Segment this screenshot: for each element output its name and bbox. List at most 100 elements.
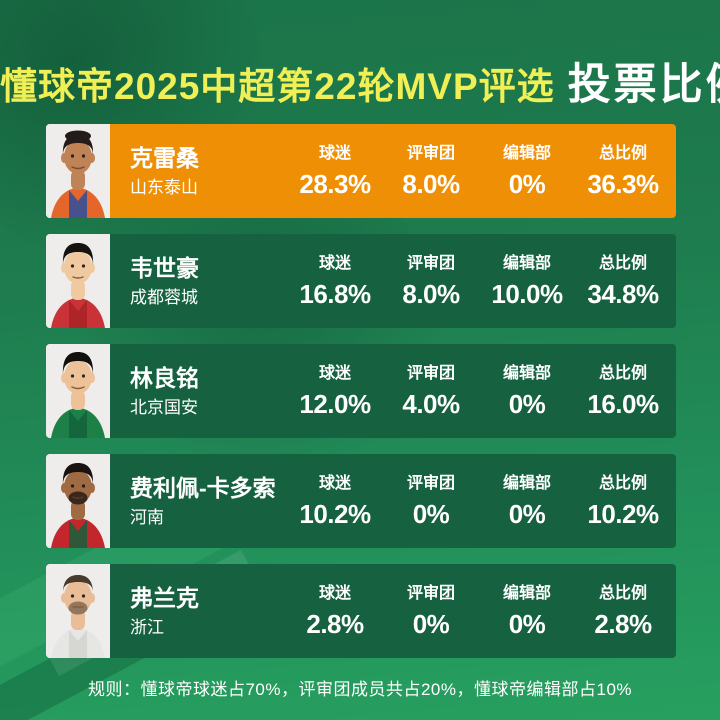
stat-label: 总比例 [598, 144, 647, 162]
stat-label: 评审团 [406, 364, 455, 382]
player-identity: 费利佩-卡多索 河南 [110, 476, 287, 525]
player-photo-graphic [46, 564, 110, 658]
stat-value: 10.2% [587, 498, 659, 529]
title-suffix: 投票比例 [567, 61, 720, 109]
stat-value: 16.8% [299, 278, 371, 309]
stat-value: 2.8% [306, 608, 364, 639]
player-name: 弗兰克 [130, 585, 199, 612]
stat-value: 0% [508, 608, 546, 639]
rules-note: 规则：懂球帝球迷占70%，评审团成员共占20%，懂球帝编辑部占10% [87, 680, 633, 699]
player-stats-panel: 弗兰克 浙江 球迷 2.8% 评审团 0% 编辑部 0% 总比例 2.8% [110, 564, 676, 658]
stat-jury: 评审团 8.0% [383, 144, 479, 199]
stat-value: 8.0% [402, 168, 460, 199]
stat-editors: 编辑部 10.0% [479, 254, 575, 309]
stat-editors: 编辑部 0% [479, 474, 575, 529]
player-photo [46, 564, 110, 658]
player-photo [46, 124, 110, 218]
stat-value: 12.0% [299, 388, 371, 419]
stat-label: 编辑部 [502, 144, 551, 162]
player-team: 浙江 [130, 617, 164, 637]
stat-value: 28.3% [299, 168, 371, 199]
player-identity: 林良铭 北京国安 [110, 366, 287, 415]
stat-fans: 球迷 16.8% [287, 254, 383, 309]
stat-value: 0% [412, 498, 450, 529]
player-name: 费利佩-卡多索 [130, 475, 276, 502]
stat-value: 0% [508, 388, 546, 419]
stat-value: 10.2% [299, 498, 371, 529]
stat-value: 0% [508, 498, 546, 529]
stat-label: 评审团 [406, 474, 455, 492]
player-stats-panel: 林良铭 北京国安 球迷 12.0% 评审团 4.0% 编辑部 0% 总比例 [110, 344, 676, 438]
stat-label: 球迷 [318, 144, 351, 162]
player-stats-panel: 韦世豪 成都蓉城 球迷 16.8% 评审团 8.0% 编辑部 10.0% 总比例 [110, 234, 676, 328]
stat-value: 10.0% [491, 278, 563, 309]
stat-label: 球迷 [318, 584, 351, 602]
stat-total: 总比例 16.0% [575, 364, 671, 419]
stat-fans: 球迷 2.8% [287, 584, 383, 639]
stat-jury: 评审团 0% [383, 584, 479, 639]
stat-value: 16.0% [587, 388, 659, 419]
player-identity: 弗兰克 浙江 [110, 586, 287, 635]
stat-value: 0% [508, 168, 546, 199]
player-row-3: 林良铭 北京国安 球迷 12.0% 评审团 4.0% 编辑部 0% 总比例 [46, 344, 676, 438]
player-photo-graphic [46, 344, 110, 438]
stat-label: 编辑部 [502, 584, 551, 602]
stat-label: 球迷 [318, 474, 351, 492]
stat-label: 总比例 [598, 364, 647, 382]
stat-value: 2.8% [594, 608, 652, 639]
stat-fans: 球迷 12.0% [287, 364, 383, 419]
player-identity: 韦世豪 成都蓉城 [110, 256, 287, 305]
title-main: 懂球帝2025中超第22轮MVP评选 [0, 66, 555, 107]
stat-value: 34.8% [587, 278, 659, 309]
stat-label: 评审团 [406, 144, 455, 162]
player-name: 韦世豪 [130, 255, 199, 282]
stat-label: 评审团 [406, 254, 455, 272]
player-photo-graphic [46, 234, 110, 328]
player-team: 山东泰山 [130, 177, 198, 197]
stat-value: 36.3% [587, 168, 659, 199]
stat-label: 总比例 [598, 254, 647, 272]
stat-value: 8.0% [402, 278, 460, 309]
player-row-4: 费利佩-卡多索 河南 球迷 10.2% 评审团 0% 编辑部 0% 总比例 [46, 454, 676, 548]
stat-total: 总比例 36.3% [575, 144, 671, 199]
stat-editors: 编辑部 0% [479, 584, 575, 639]
stat-value: 0% [412, 608, 450, 639]
stat-jury: 评审团 4.0% [383, 364, 479, 419]
player-photo [46, 234, 110, 328]
player-identity: 克雷桑 山东泰山 [110, 146, 287, 195]
stat-total: 总比例 34.8% [575, 254, 671, 309]
player-photo [46, 344, 110, 438]
stat-jury: 评审团 0% [383, 474, 479, 529]
page-title: 懂球帝2025中超第22轮MVP评选投票比例 [0, 50, 720, 112]
stat-fans: 球迷 10.2% [287, 474, 383, 529]
player-name: 林良铭 [130, 365, 199, 392]
player-photo [46, 454, 110, 548]
player-row-2: 韦世豪 成都蓉城 球迷 16.8% 评审团 8.0% 编辑部 10.0% 总比例 [46, 234, 676, 328]
player-photo-graphic [46, 124, 110, 218]
stat-label: 编辑部 [502, 254, 551, 272]
player-team: 河南 [130, 507, 164, 527]
player-row-1: 克雷桑 山东泰山 球迷 28.3% 评审团 8.0% 编辑部 0% 总比例 [46, 124, 676, 218]
player-row-5: 弗兰克 浙江 球迷 2.8% 评审团 0% 编辑部 0% 总比例 2.8% [46, 564, 676, 658]
stat-jury: 评审团 8.0% [383, 254, 479, 309]
stat-editors: 编辑部 0% [479, 144, 575, 199]
stat-label: 编辑部 [502, 474, 551, 492]
stat-label: 评审团 [406, 584, 455, 602]
stat-total: 总比例 2.8% [575, 584, 671, 639]
stat-fans: 球迷 28.3% [287, 144, 383, 199]
stat-value: 4.0% [402, 388, 460, 419]
player-team: 北京国安 [130, 397, 198, 417]
player-name: 克雷桑 [130, 145, 199, 172]
player-stats-panel: 费利佩-卡多索 河南 球迷 10.2% 评审团 0% 编辑部 0% 总比例 [110, 454, 676, 548]
stat-label: 总比例 [598, 474, 647, 492]
stat-label: 总比例 [598, 584, 647, 602]
stat-editors: 编辑部 0% [479, 364, 575, 419]
player-team: 成都蓉城 [130, 287, 198, 307]
stat-total: 总比例 10.2% [575, 474, 671, 529]
vote-table: 克雷桑 山东泰山 球迷 28.3% 评审团 8.0% 编辑部 0% 总比例 [46, 124, 676, 658]
stat-label: 球迷 [318, 254, 351, 272]
stat-label: 编辑部 [502, 364, 551, 382]
player-stats-panel: 克雷桑 山东泰山 球迷 28.3% 评审团 8.0% 编辑部 0% 总比例 [110, 124, 676, 218]
stat-label: 球迷 [318, 364, 351, 382]
